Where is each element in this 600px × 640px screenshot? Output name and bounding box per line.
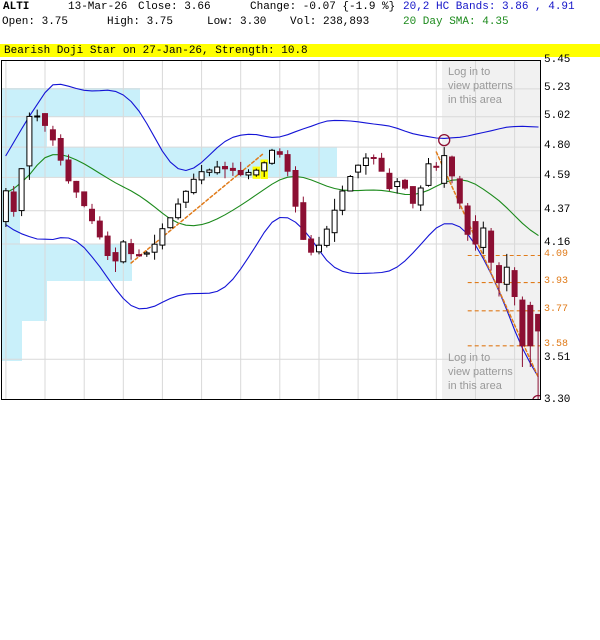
svg-text:view patterns: view patterns: [448, 80, 513, 92]
svg-text:Log in to: Log in to: [448, 352, 490, 364]
svg-text:view patterns: view patterns: [448, 366, 513, 378]
svg-text:Log in to: Log in to: [448, 66, 490, 78]
svg-text:in this area: in this area: [448, 94, 503, 106]
svg-text:in this area: in this area: [448, 380, 503, 392]
